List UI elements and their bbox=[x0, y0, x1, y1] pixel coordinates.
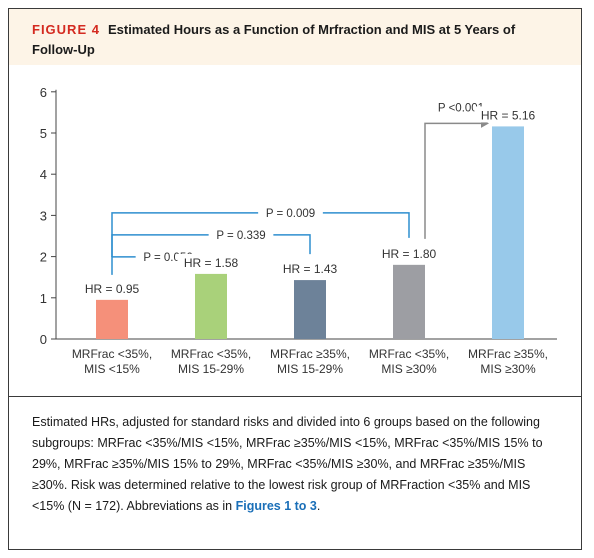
y-tick-label: 0 bbox=[40, 332, 47, 347]
comparison-p-label: P = 0.056 bbox=[143, 252, 192, 264]
figure-label: FIGURE 4 bbox=[32, 22, 100, 37]
chart-area: 0 1 2 3 4 5 6 P = 0.056 P = 0.339 P = 0.009 P <0.0… bbox=[9, 65, 581, 397]
bar-label-bg bbox=[78, 279, 146, 296]
x-category-label: MIS ≥30% bbox=[381, 362, 437, 376]
y-tick-label: 5 bbox=[40, 126, 47, 141]
caption-text: Estimated HRs, adjusted for standard ris… bbox=[32, 415, 543, 513]
x-category-label: MIS ≥30% bbox=[480, 362, 536, 376]
figure-header: FIGURE 4 Estimated Hours as a Function of… bbox=[9, 9, 581, 65]
comparison-p-label: P = 0.339 bbox=[216, 230, 265, 242]
bar-value-label: HR = 1.43 bbox=[283, 262, 338, 276]
bar-label-bg bbox=[375, 244, 443, 261]
comparison-arrow bbox=[424, 122, 482, 239]
bar-label-bg bbox=[474, 106, 542, 123]
y-tick-label: 1 bbox=[40, 291, 47, 306]
bar-value-label: HR = 1.80 bbox=[382, 247, 437, 261]
x-category-label: MIS 15-29% bbox=[178, 362, 244, 376]
x-category-label: MRFrac <35%, bbox=[171, 347, 251, 361]
comparison-label-bg bbox=[258, 204, 323, 221]
figure-title: FIGURE 4 Estimated Hours as a Function of… bbox=[32, 20, 552, 60]
x-category-label: MIS 15-29% bbox=[277, 362, 343, 376]
caption-end: . bbox=[316, 499, 321, 513]
bar bbox=[492, 126, 524, 339]
y-tick-label: 4 bbox=[40, 167, 47, 182]
bar-label-bg bbox=[276, 260, 344, 277]
bar-label-bg bbox=[177, 253, 245, 270]
bar-value-label: HR = 0.95 bbox=[85, 282, 140, 296]
comparison-label-bg bbox=[208, 226, 274, 243]
figure-frame: FIGURE 4 Estimated Hours as a Function of… bbox=[8, 8, 582, 550]
comparison-p-label: P <0.001 bbox=[438, 102, 484, 114]
y-tick-label: 2 bbox=[40, 250, 47, 265]
bar-value-label: HR = 1.58 bbox=[184, 256, 239, 270]
y-tick-label: 3 bbox=[40, 208, 47, 223]
x-category-label: MRFrac <35%, bbox=[369, 347, 449, 361]
figures-link[interactable]: Figures 1 to 3 bbox=[235, 499, 317, 513]
bar-value-label: HR = 5.16 bbox=[481, 108, 536, 122]
bar bbox=[96, 299, 128, 339]
x-category-label: MIS <15% bbox=[84, 362, 140, 376]
figure-caption: Estimated HRs, adjusted for standard ris… bbox=[32, 412, 562, 517]
comparison-p-label: P = 0.009 bbox=[266, 208, 315, 220]
x-category-label: MRFrac <35%, bbox=[72, 347, 152, 361]
divider bbox=[9, 396, 581, 397]
bar bbox=[294, 280, 326, 339]
figure-title-text: Estimated Hours as a Function of Mrfract… bbox=[32, 22, 516, 57]
bar bbox=[393, 264, 425, 339]
x-category-label: MRFrac ≥35%, bbox=[270, 347, 350, 361]
x-category-label: MRFrac ≥35%, bbox=[468, 347, 548, 361]
bar bbox=[195, 273, 227, 339]
y-tick-label: 6 bbox=[40, 85, 47, 100]
